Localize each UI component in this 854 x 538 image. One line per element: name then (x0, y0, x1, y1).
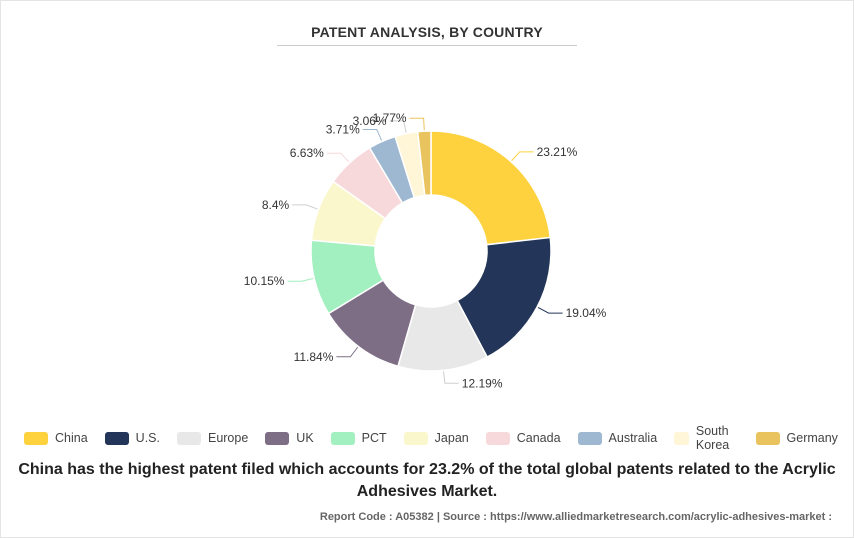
title-underline (277, 45, 577, 46)
legend-label: Canada (516, 431, 561, 445)
legend-label: Japan (434, 431, 469, 445)
leader-line-china (511, 151, 534, 162)
data-label-china: 23.21% (537, 145, 578, 159)
legend-label: South Korea (695, 424, 730, 452)
leader-line-japan (292, 204, 318, 210)
data-label-south-korea: 3.06% (353, 114, 387, 128)
legend-swatch (577, 431, 602, 445)
leader-line-canada (326, 152, 350, 163)
data-label-australia: 3.71% (326, 123, 360, 137)
legend-item-australia[interactable]: Australia (577, 431, 658, 445)
legend-swatch (24, 431, 48, 445)
leader-line-germany (409, 117, 425, 131)
legend-item-europe[interactable]: Europe (176, 431, 249, 445)
chart-caption: China has the highest patent filed which… (18, 461, 836, 500)
legend-item-germany[interactable]: Germany (755, 431, 838, 445)
legend-label: PCT (361, 431, 387, 445)
leader-line-south-korea (389, 120, 407, 133)
slice-u-s[interactable] (456, 236, 552, 359)
legend-label: China (55, 431, 88, 445)
donut-chart: 23.21%19.04%12.19%11.84%10.15%8.4%6.63%3… (244, 111, 607, 390)
legend-item-south-korea[interactable]: South Korea (674, 424, 738, 452)
legend-label: UK (296, 431, 314, 445)
slice-germany[interactable] (416, 130, 432, 197)
leader-line-u-s (537, 307, 563, 314)
legend-swatch (755, 431, 780, 445)
data-label-europe: 12.19% (462, 376, 503, 390)
data-label-pct: 10.15% (244, 274, 285, 288)
slice-china[interactable] (430, 130, 552, 246)
data-label-germany: 1.77% (373, 111, 407, 125)
source-note: Report Code : A05382 | Source : https://… (319, 511, 832, 523)
legend-item-canada[interactable]: Canada (485, 431, 561, 445)
chart-title: PATENT ANALYSIS, BY COUNTRY (311, 24, 543, 40)
legend-swatch (265, 431, 290, 445)
legend-swatch (176, 431, 201, 445)
chart-legend: China U.S. Europe UK PCT Japan Canada Australia… (24, 424, 844, 452)
legend-label: Australia (608, 431, 658, 445)
data-label-japan: 8.4% (262, 198, 290, 212)
legend-swatch (403, 431, 428, 445)
legend-label: Germany (786, 431, 838, 445)
legend-item-u-s[interactable]: U.S. (104, 431, 160, 445)
legend-swatch (485, 431, 510, 445)
legend-item-pct[interactable]: PCT (330, 431, 387, 445)
legend-item-uk[interactable]: UK (265, 431, 314, 445)
leader-line-australia (362, 129, 383, 141)
legend-item-japan[interactable]: Japan (403, 431, 469, 445)
legend-swatch (330, 431, 355, 445)
data-label-u-s: 19.04% (566, 306, 607, 320)
data-label-canada: 6.63% (290, 146, 324, 160)
legend-label: U.S. (135, 431, 160, 445)
legend-swatch (104, 431, 129, 445)
leader-line-pct (287, 277, 314, 282)
legend-label: Europe (207, 431, 249, 445)
leader-line-uk (336, 346, 359, 358)
legend-swatch (674, 431, 689, 445)
legend-item-china[interactable]: China (24, 431, 88, 445)
leader-line-europe (443, 371, 459, 384)
data-label-uk: 11.84% (294, 350, 334, 364)
